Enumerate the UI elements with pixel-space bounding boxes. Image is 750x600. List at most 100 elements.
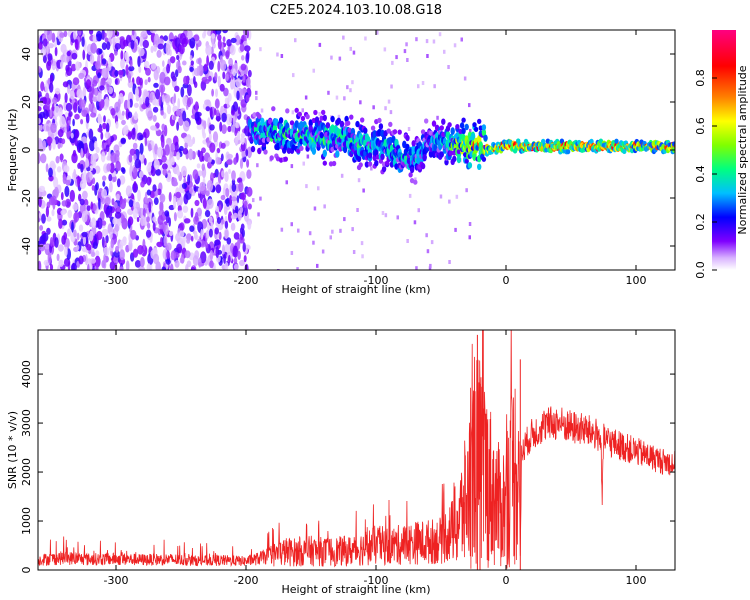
sparse-noise-point — [352, 50, 356, 55]
noise-blob — [145, 67, 151, 76]
sparse-noise-point — [438, 32, 442, 37]
noise-blob — [71, 221, 74, 233]
noise-blob — [176, 121, 180, 131]
noise-blob — [182, 205, 189, 213]
noise-blob — [119, 266, 124, 270]
sparse-noise-point — [415, 266, 418, 270]
noise-blob — [128, 154, 133, 163]
noise-blob — [237, 106, 241, 115]
sparse-noise-point — [384, 106, 387, 111]
noise-blob — [212, 131, 219, 143]
snr-panel: -300 -200 -100 0 100 0 1000 2000 3000 4000 Heigh… — [6, 329, 676, 596]
noise-blob — [38, 66, 42, 73]
noise-blob — [47, 53, 53, 61]
signal-cell — [439, 125, 444, 131]
noise-blob — [150, 30, 157, 34]
noise-blob — [45, 206, 50, 218]
noise-blob — [121, 119, 126, 126]
noise-blob — [60, 209, 66, 216]
noise-blob — [58, 259, 64, 267]
noise-blob — [220, 59, 227, 71]
noise-blob — [131, 30, 135, 36]
noise-blob — [225, 187, 230, 198]
noise-blob — [95, 182, 99, 191]
noise-blob — [170, 157, 175, 166]
noise-blob — [114, 211, 122, 219]
noise-blob — [64, 92, 68, 104]
noise-blob — [195, 42, 199, 51]
signal-cell — [313, 109, 318, 116]
noise-blob — [210, 172, 214, 183]
noise-blob — [174, 259, 180, 268]
noise-blob — [140, 215, 146, 227]
noise-blob — [90, 165, 94, 171]
noise-blob — [133, 181, 137, 192]
colorbar-tick-label: 0.6 — [694, 117, 707, 135]
signal-cell — [397, 129, 402, 135]
noise-blob — [214, 72, 218, 81]
noise-blob — [58, 107, 63, 119]
sparse-noise-point — [428, 266, 432, 270]
noise-blob — [140, 31, 147, 38]
noise-blob — [178, 116, 184, 126]
signal-cell — [422, 154, 427, 161]
noise-blob — [150, 45, 154, 54]
sparse-noise-point — [343, 96, 346, 101]
noise-blob — [66, 55, 70, 63]
noise-blob — [77, 175, 80, 188]
spectrogram-marks — [38, 30, 675, 270]
signal-cell — [405, 134, 410, 142]
noise-blob — [60, 153, 63, 163]
noise-blob — [110, 108, 116, 116]
noise-blob — [129, 59, 133, 68]
sparse-noise-point — [290, 164, 294, 169]
sparse-noise-point — [308, 231, 312, 236]
noise-blob — [228, 254, 231, 263]
noise-blob — [81, 36, 85, 47]
noise-blob — [245, 52, 250, 64]
noise-blob — [143, 90, 150, 97]
noise-blob — [114, 223, 120, 232]
noise-blob — [217, 75, 221, 88]
noise-blob — [152, 99, 159, 106]
noise-blob — [245, 149, 249, 157]
noise-blob — [156, 147, 164, 158]
noise-blob — [132, 248, 139, 258]
noise-blob — [147, 143, 152, 152]
spectrogram-y-axis-label: Frequency (Hz) — [6, 109, 19, 192]
noise-blob — [144, 191, 148, 204]
noise-blob — [105, 122, 110, 133]
noise-blob — [106, 83, 110, 91]
noise-blob — [233, 257, 238, 265]
noise-blob — [90, 112, 97, 118]
sparse-noise-point — [301, 108, 304, 113]
noise-blob — [181, 182, 188, 189]
noise-blob — [181, 165, 187, 177]
noise-blob — [235, 34, 241, 46]
noise-blob — [196, 163, 201, 169]
noise-blob — [114, 101, 121, 113]
noise-blob — [214, 239, 221, 246]
noise-blob — [89, 258, 97, 264]
noise-blob — [223, 254, 226, 264]
colorbar-tick-label: 0.2 — [694, 213, 707, 231]
noise-blob — [139, 134, 144, 141]
noise-blob — [49, 237, 54, 247]
noise-blob — [60, 61, 64, 70]
noise-blob — [230, 124, 236, 133]
signal-cell — [444, 159, 449, 166]
signal-cell — [342, 145, 348, 154]
noise-blob — [190, 266, 196, 270]
sparse-noise-point — [439, 194, 443, 199]
noise-blob — [69, 90, 75, 100]
noise-blob — [144, 79, 148, 86]
noise-blob — [242, 30, 248, 36]
sparse-noise-point — [312, 68, 315, 73]
sparse-noise-point — [290, 251, 294, 255]
noise-blob — [218, 204, 222, 211]
sparse-noise-point — [252, 198, 255, 203]
noise-blob — [57, 244, 64, 252]
noise-blob — [115, 150, 120, 158]
noise-blob — [46, 136, 53, 145]
